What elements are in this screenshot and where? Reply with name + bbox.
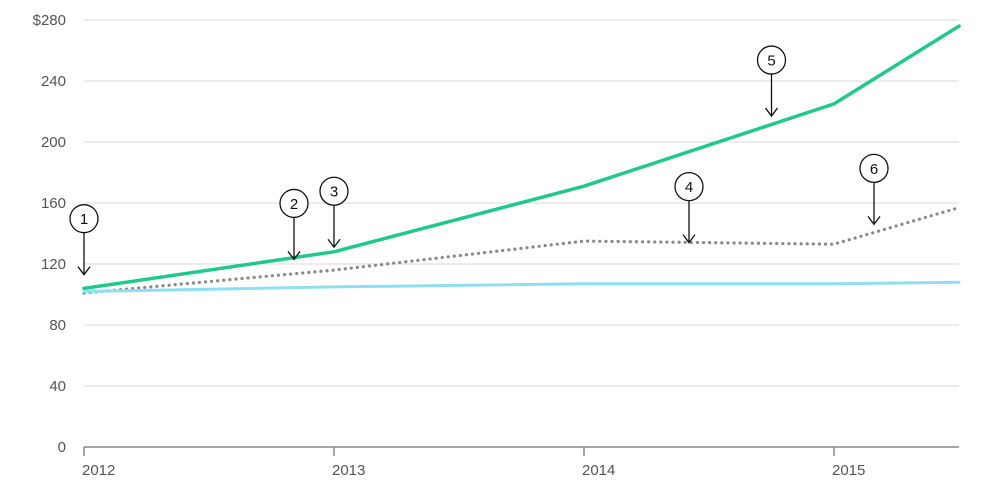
callout-2: 2 bbox=[279, 188, 309, 261]
y-axis: 0 40 80 120 160 200 240 $280 bbox=[33, 12, 66, 456]
callout-circle bbox=[674, 171, 704, 202]
callout-circle bbox=[319, 176, 349, 206]
callout-6: 6 bbox=[859, 153, 889, 226]
x-tick-label: 2014 bbox=[582, 462, 615, 479]
callout-number: 2 bbox=[290, 196, 298, 213]
x-tick-label: 2015 bbox=[832, 462, 865, 479]
callout-1: 1 bbox=[69, 204, 99, 276]
callout-number: 5 bbox=[767, 53, 775, 70]
callout-circle bbox=[756, 45, 787, 75]
y-tick-label: $280 bbox=[33, 12, 66, 29]
y-tick-label: 120 bbox=[41, 256, 66, 273]
x-axis: 2012 2013 2014 2015 bbox=[82, 446, 959, 479]
callout-circle bbox=[859, 153, 889, 184]
y-tick-label: 240 bbox=[41, 73, 66, 90]
y-tick-label: 200 bbox=[41, 134, 66, 151]
annotations: 1 2 3 4 5 6 bbox=[69, 45, 889, 276]
callout-number: 6 bbox=[870, 161, 878, 178]
series-line-2 bbox=[82, 206, 961, 295]
callout-circle bbox=[69, 204, 99, 234]
y-tick-label: 40 bbox=[49, 378, 66, 395]
y-tick-label: 160 bbox=[41, 195, 66, 212]
callout-5: 5 bbox=[756, 45, 787, 118]
callout-number: 1 bbox=[80, 211, 88, 228]
callout-arrow-head bbox=[867, 215, 881, 226]
callout-arrow-head bbox=[327, 238, 341, 249]
callout-arrow-head bbox=[682, 234, 696, 244]
y-tick-label: 80 bbox=[49, 317, 66, 334]
callout-number: 3 bbox=[330, 184, 338, 201]
callout-3: 3 bbox=[319, 176, 349, 249]
y-tick-label: 0 bbox=[58, 439, 66, 456]
series-lines bbox=[82, 24, 961, 295]
callout-circle bbox=[279, 188, 309, 219]
callout-arrow-head bbox=[764, 107, 779, 118]
series-line-3 bbox=[82, 280, 961, 293]
grid-lines bbox=[84, 19, 959, 387]
x-tick-label: 2013 bbox=[332, 462, 365, 479]
callout-arrow-head bbox=[77, 266, 91, 276]
x-tick-label: 2012 bbox=[82, 462, 115, 479]
series-line-1 bbox=[82, 24, 961, 291]
callout-arrow-head bbox=[287, 251, 301, 261]
callout-4: 4 bbox=[674, 171, 704, 244]
callout-number: 4 bbox=[685, 179, 693, 196]
